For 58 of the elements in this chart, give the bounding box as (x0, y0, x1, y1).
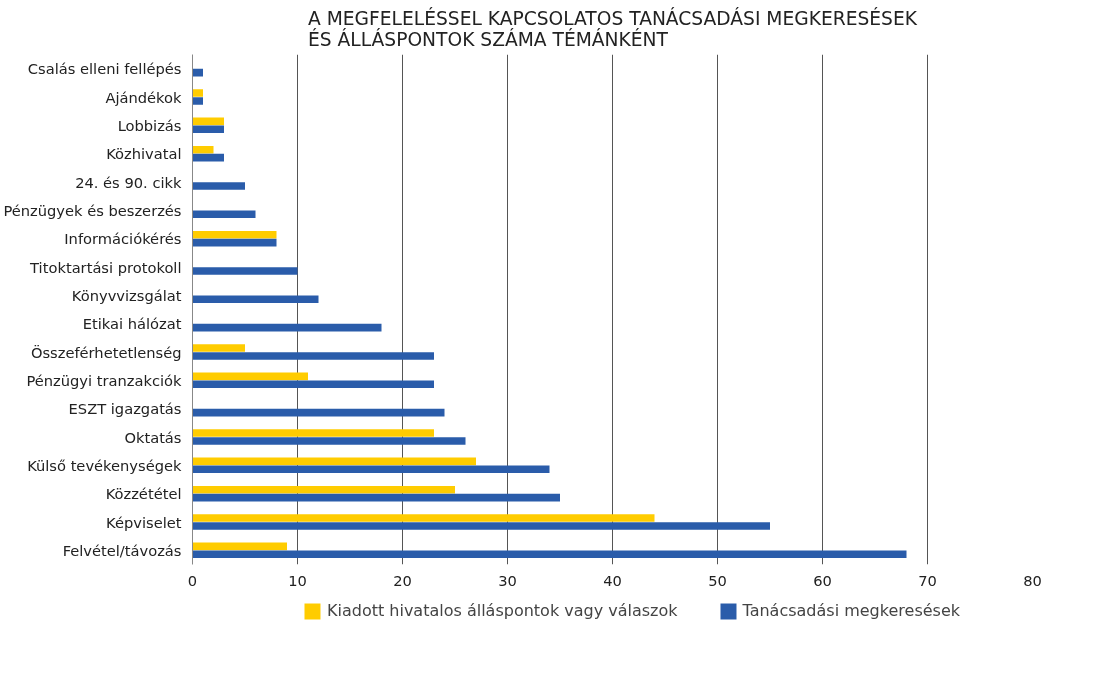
bar (192, 522, 770, 530)
bar (192, 429, 434, 437)
y-tick-label: Közhivatal (106, 145, 182, 163)
bar (192, 408, 445, 417)
x-tick-label: 10 (288, 571, 307, 589)
y-tick-label: Lobbizás (117, 116, 182, 134)
y-tick-label: Csalás elleni fellépés (27, 60, 182, 78)
bar (192, 153, 224, 162)
y-tick-label: ESZT igazgatás (68, 400, 182, 418)
bar (192, 97, 203, 105)
bar (192, 514, 655, 522)
bar (192, 352, 434, 360)
x-tick-label: 30 (498, 571, 517, 589)
bar (192, 267, 298, 275)
bar (192, 89, 203, 97)
bar (192, 542, 287, 551)
legend-label: Kiadott hivatalos álláspontok vagy válaszok (326, 601, 678, 620)
y-tick-label: Pénzügyi tranzakciók (26, 371, 183, 389)
chart-title: A MEGFELELÉSSEL KAPCSOLATOS TANÁCSADÁSI MEGKERESÉSEK ÉS ÁLLÁSPONTOK SZÁMA TÉMÁNKÉNT (308, 6, 918, 50)
y-tick-label: Közzététel (105, 485, 182, 503)
bar (192, 493, 560, 502)
bar (192, 380, 434, 389)
x-tick-label: 60 (813, 571, 832, 589)
y-tick-label: Összeférhetetlenség (30, 343, 182, 361)
bar (192, 437, 466, 445)
x-tick-label: 70 (918, 571, 937, 589)
y-tick-label: Oktatás (124, 428, 182, 446)
bar (192, 372, 308, 381)
y-tick-label: Titoktartási protokoll (29, 258, 182, 276)
bar (192, 457, 476, 466)
x-tick-label: 40 (603, 571, 622, 589)
x-tick-label: 80 (1023, 571, 1042, 589)
bar (192, 125, 224, 134)
legend-label: Tanácsadási megkeresések (742, 601, 961, 620)
y-tick-label: Külső tevékenységek (27, 456, 183, 474)
x-tick-label: 0 (187, 571, 198, 589)
bar (192, 182, 245, 190)
bar (192, 323, 382, 332)
bar (192, 344, 245, 352)
y-tick-label: Pénzügyek és beszerzés (3, 201, 182, 219)
bar (192, 238, 277, 247)
bar (192, 465, 550, 474)
bar (192, 550, 907, 559)
bar (192, 117, 224, 126)
y-tick-label: Információkérés (64, 230, 182, 248)
y-tick-label: 24. és 90. cikk (75, 173, 183, 191)
bar (192, 145, 214, 154)
bar (192, 230, 277, 239)
bar (192, 210, 256, 219)
bar (192, 295, 319, 304)
y-tick-label: Felvétel/távozás (62, 541, 182, 559)
bar (192, 485, 455, 494)
x-tick-label: 20 (393, 571, 412, 589)
y-tick-label: Képviselet (106, 513, 182, 531)
y-tick-label: Ajándékok (105, 88, 183, 106)
x-tick-label: 50 (708, 571, 727, 589)
y-tick-label: Könyvvizsgálat (71, 286, 182, 304)
y-tick-label: Etikai hálózat (82, 315, 182, 333)
